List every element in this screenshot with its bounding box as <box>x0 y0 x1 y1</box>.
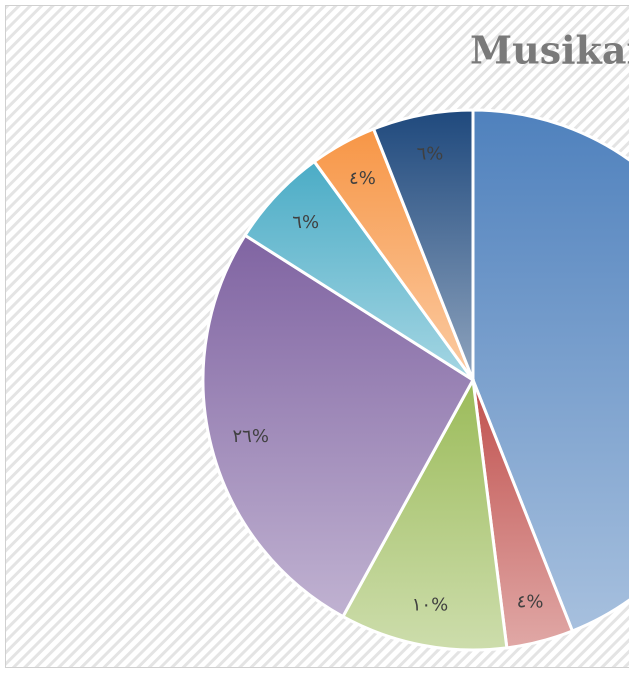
data-label: ٦% <box>292 212 319 233</box>
data-label: ٢٦% <box>232 426 268 447</box>
pie-slice <box>471 108 629 633</box>
data-label: ٤% <box>349 168 376 189</box>
pie-slice <box>371 108 475 381</box>
pie-slice <box>201 233 475 619</box>
data-label: ٦% <box>417 144 444 165</box>
data-label: ١٠% <box>412 594 448 615</box>
chart-title: Musikar <box>470 28 629 73</box>
pie-slice <box>340 375 509 652</box>
data-label: ٤% <box>517 591 544 612</box>
